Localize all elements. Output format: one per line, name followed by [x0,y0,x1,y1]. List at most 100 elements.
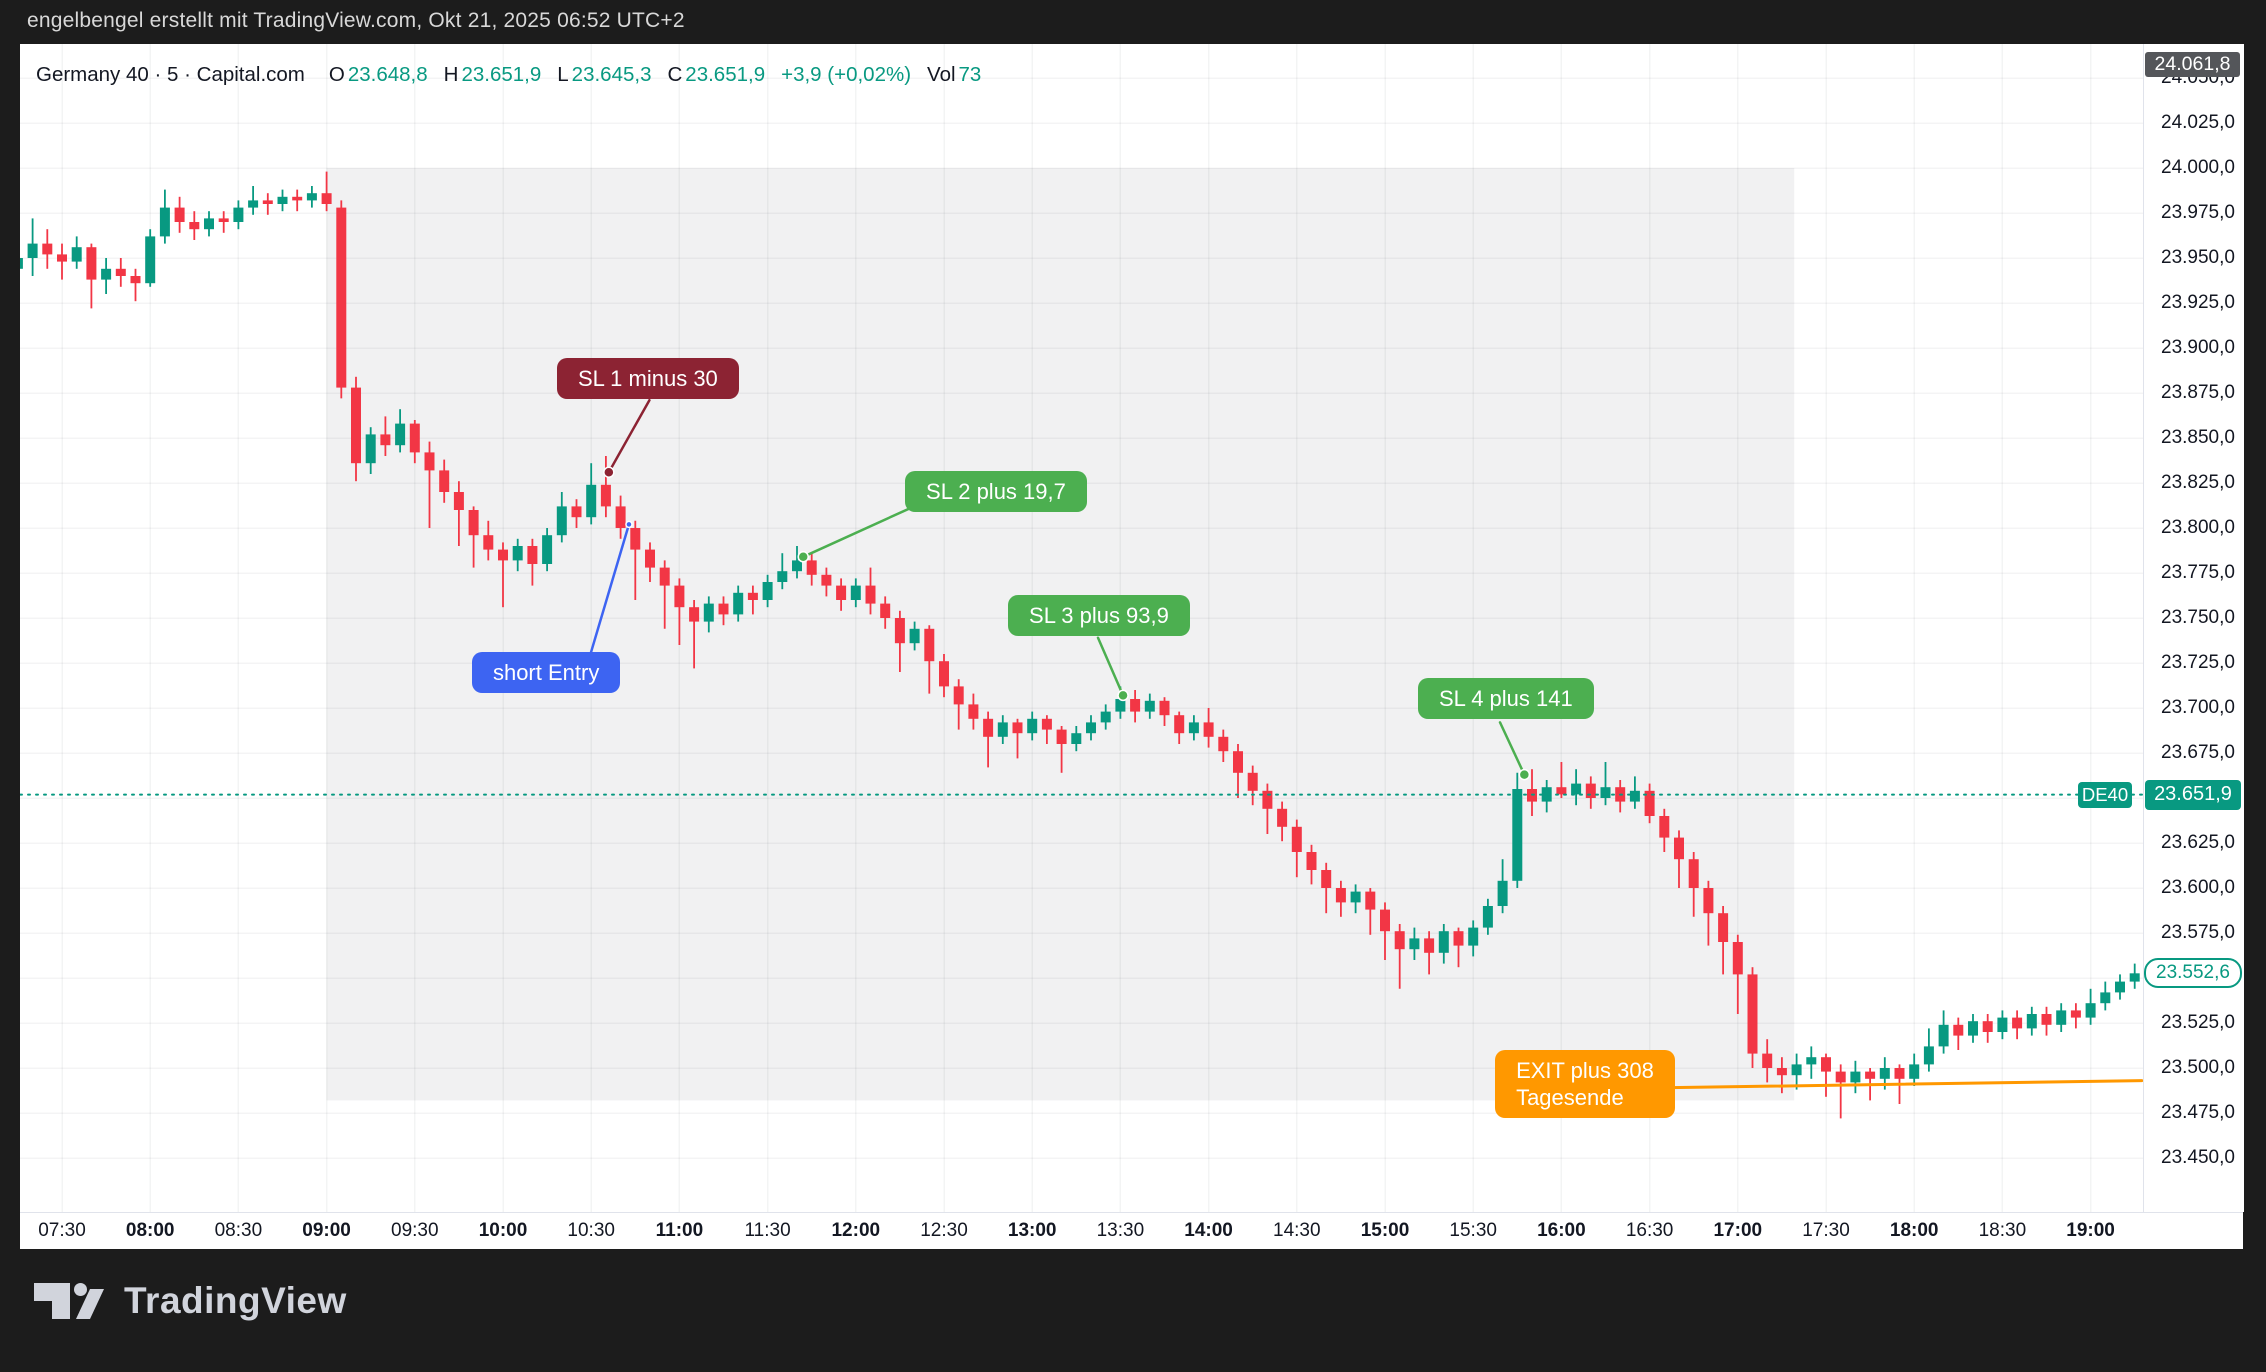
candle [1188,722,1199,734]
candle [1703,888,1714,914]
candle [1982,1021,1993,1032]
price-axis-label: 23.850,0 [2161,427,2235,448]
annotation-line-sl4[interactable] [1498,721,1526,776]
candle [1468,927,1479,946]
candle [498,549,508,561]
candle [1865,1071,1876,1079]
candle [20,258,23,269]
candle [204,218,214,230]
candle [2070,1010,2081,1018]
candle [86,247,97,280]
candle [527,546,538,564]
candle [542,535,553,564]
annotation-line-short-entry[interactable] [588,523,631,658]
candle [351,387,361,464]
tradingview-logo[interactable]: TradingView [34,1280,347,1322]
candle [424,452,435,471]
candle [1556,787,1567,795]
candle [1027,718,1038,734]
candle [1335,888,1346,903]
candlestick-chart[interactable] [20,44,2243,1248]
price-axis-label: 23.700,0 [2161,697,2235,718]
symbol-title[interactable]: Germany 40 · 5 · Capital.com [36,63,305,86]
candle [1571,783,1582,795]
annotation-label-sl2[interactable]: SL 2 plus 19,7 [905,470,1087,512]
candle [880,603,891,618]
annotation-label-short-entry[interactable]: short Entry [471,652,621,694]
candle [189,222,200,230]
annotation-line-sl2[interactable] [801,506,912,559]
candle [1233,751,1243,773]
candle [71,247,82,262]
time-axis-label: 19:00 [2066,1220,2115,1241]
annotation-label-sl1[interactable]: SL 1 minus 30 [556,358,739,400]
candle [1776,1068,1787,1076]
price-axis-label: 24.000,0 [2161,157,2235,178]
volume-value: 73 [958,63,982,86]
price-axis[interactable]: 24.050,0 24.025,0 24.000,0 23.975,0 23.950,0… [2143,44,2244,1212]
candle [865,585,876,604]
candle [468,510,479,536]
time-axis[interactable]: 07:30 08:00 08:30 09:00 09:30 10:00 10:30 11:00… [20,1212,2243,1249]
annotation-label-exit[interactable]: EXIT plus 308 Tagesende [1495,1050,1675,1118]
candle [1674,837,1684,860]
candle [174,207,185,222]
candle [1306,852,1317,870]
candle [292,196,303,201]
annotation-label-sl4[interactable]: SL 4 plus 141 [1417,677,1594,719]
annotation-anchor-sl2[interactable] [797,551,809,563]
candle [2100,992,2111,1004]
candle [2115,981,2125,993]
price-axis-label: 23.775,0 [2161,562,2235,583]
candle [1938,1024,1949,1047]
annotation-line-sl1[interactable] [607,398,651,474]
candle [777,571,788,582]
candle [1115,699,1126,712]
candle [850,585,861,600]
candle [365,434,376,464]
footer-bar: TradingView [0,1248,2266,1372]
candle [1071,733,1082,744]
candle [1850,1071,1861,1083]
candle [1894,1068,1905,1079]
candle [1512,789,1523,881]
price-axis-label: 23.475,0 [2161,1102,2235,1123]
annotation-line-sl3[interactable] [1096,636,1125,697]
candle [939,661,949,687]
attribution-text: engelbengel erstellt mit TradingView.com… [27,9,685,32]
annotation-label-sl3[interactable]: SL 3 plus 93,9 [1008,594,1190,636]
annotation-line-exit[interactable] [1661,1079,2144,1090]
candle [1762,1053,1773,1068]
candle [1394,931,1405,950]
candle [483,535,494,550]
price-axis-label: 23.875,0 [2161,382,2235,403]
candle [1321,870,1332,888]
annotation-anchor-sl4[interactable] [1518,768,1531,781]
candle [1100,711,1111,723]
candle [1365,891,1376,910]
annotation-anchor-short-entry[interactable] [625,520,633,529]
annotation-anchor-sl1[interactable] [603,466,615,478]
price-axis-label: 23.750,0 [2161,607,2235,628]
candle [1747,974,1758,1054]
candle [2026,1014,2037,1029]
candle [997,722,1008,737]
candle [571,506,582,518]
candle [1262,790,1273,809]
annotation-anchor-sl3[interactable] [1117,689,1129,702]
candle [159,207,170,237]
time-axis-label: 18:30 [1978,1220,2027,1241]
candle [453,492,464,510]
open-value: 23.648,8 [347,63,428,86]
candle [439,470,450,492]
candle [1644,790,1655,816]
candle [836,585,847,600]
price-axis-label: 23.925,0 [2161,292,2235,313]
price-axis-label: 23.625,0 [2161,832,2235,853]
time-axis-label: 09:00 [302,1220,351,1241]
price-axis-label: 23.500,0 [2161,1057,2235,1078]
time-axis-label: 07:30 [38,1220,86,1241]
candle [277,196,288,204]
candle [1438,931,1449,953]
candle [586,484,597,518]
